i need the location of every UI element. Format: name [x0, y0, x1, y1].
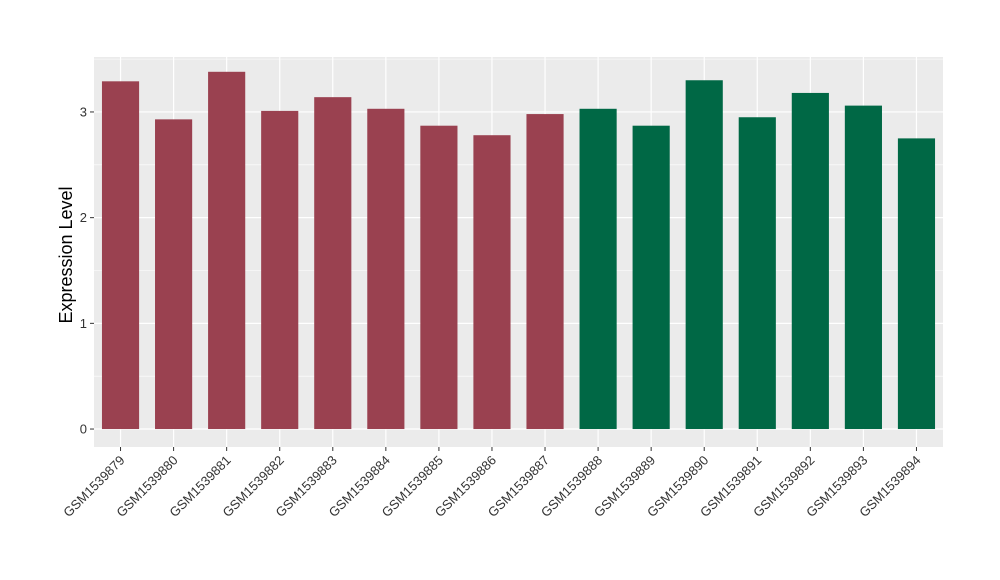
- bar-GSM1539888: [579, 108, 617, 430]
- bar-GSM1539892: [791, 92, 829, 430]
- y-tick-label: 3: [80, 104, 87, 119]
- bar-GSM1539881: [208, 71, 246, 430]
- bar-GSM1539889: [632, 125, 670, 430]
- bar-GSM1539886: [473, 135, 511, 430]
- y-axis: 0 1 2 3: [80, 104, 94, 437]
- x-axis: GSM1539879GSM1539880GSM1539881GSM1539882…: [60, 447, 924, 520]
- bar-GSM1539893: [844, 105, 882, 430]
- bar-GSM1539880: [155, 119, 193, 430]
- y-axis-title: Expression Level: [56, 186, 76, 323]
- y-tick-label: 0: [80, 422, 87, 437]
- bars: [101, 71, 936, 430]
- bar-GSM1539885: [420, 125, 458, 430]
- bar-GSM1539890: [685, 80, 723, 430]
- bar-GSM1539891: [738, 117, 776, 430]
- bar-GSM1539884: [367, 108, 405, 430]
- bar-GSM1539894: [897, 138, 936, 430]
- y-tick-label: 2: [80, 210, 87, 225]
- bar-GSM1539882: [261, 110, 299, 430]
- bar-GSM1539883: [314, 97, 352, 430]
- bar-GSM1539879: [101, 81, 140, 430]
- y-tick-label: 1: [80, 316, 87, 331]
- bar-GSM1539887: [526, 114, 564, 430]
